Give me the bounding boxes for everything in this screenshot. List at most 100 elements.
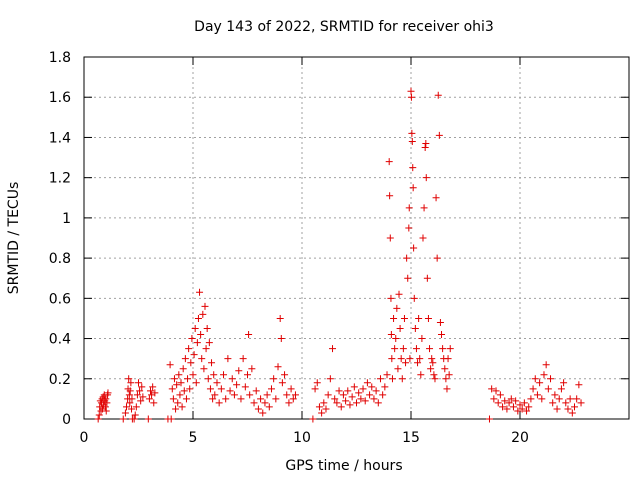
data-point xyxy=(427,365,435,373)
data-point xyxy=(412,345,420,353)
data-point xyxy=(564,405,572,413)
data-point xyxy=(409,184,417,192)
data-point xyxy=(443,385,451,393)
x-tick-label: 5 xyxy=(189,430,198,446)
y-tick-label: 0 xyxy=(62,412,71,428)
data-point xyxy=(119,415,127,423)
data-point xyxy=(417,371,425,379)
data-point xyxy=(501,397,509,405)
data-point xyxy=(272,395,280,403)
data-point xyxy=(394,365,402,373)
data-point xyxy=(405,204,413,212)
data-point xyxy=(196,288,204,296)
data-point xyxy=(169,395,177,403)
data-point xyxy=(355,389,363,397)
data-point xyxy=(213,379,221,387)
data-point xyxy=(94,415,102,423)
data-point xyxy=(145,395,153,403)
data-point xyxy=(263,391,271,399)
data-point xyxy=(446,345,454,353)
data-point xyxy=(339,391,347,399)
data-point xyxy=(573,395,581,403)
data-point xyxy=(385,158,393,166)
data-point xyxy=(320,399,328,407)
data-point xyxy=(503,405,511,413)
data-point xyxy=(411,325,419,332)
data-point xyxy=(562,399,570,407)
data-point xyxy=(191,325,199,332)
data-point xyxy=(381,383,389,391)
data-point xyxy=(523,407,531,415)
data-point xyxy=(311,385,319,393)
data-point xyxy=(239,355,247,363)
data-point xyxy=(507,395,515,403)
data-point xyxy=(217,385,225,393)
data-point xyxy=(205,339,213,347)
data-point xyxy=(496,391,504,399)
data-point xyxy=(199,310,207,318)
data-point xyxy=(444,355,452,363)
data-point xyxy=(209,395,217,403)
data-point xyxy=(237,395,245,403)
data-point xyxy=(241,383,249,391)
data-point xyxy=(267,385,275,393)
data-point xyxy=(192,379,200,387)
data-point xyxy=(103,399,111,407)
data-point xyxy=(138,383,146,391)
data-point xyxy=(101,403,109,411)
data-point xyxy=(121,409,129,417)
data-point xyxy=(431,375,439,383)
data-point xyxy=(180,387,188,395)
data-point xyxy=(287,385,295,393)
data-point xyxy=(261,399,269,407)
data-point xyxy=(429,359,437,367)
data-point xyxy=(566,395,574,403)
data-point xyxy=(386,192,394,200)
data-point xyxy=(182,395,190,403)
data-point xyxy=(400,314,408,322)
data-point xyxy=(184,375,192,383)
data-point xyxy=(388,355,396,363)
data-point xyxy=(203,325,211,332)
data-point xyxy=(441,365,449,373)
data-point xyxy=(423,274,431,282)
data-point xyxy=(233,381,241,389)
data-point xyxy=(415,314,423,322)
data-point xyxy=(536,379,544,387)
data-point xyxy=(361,397,369,405)
data-point xyxy=(387,294,395,302)
data-points xyxy=(94,87,585,423)
data-point xyxy=(186,385,194,393)
data-point xyxy=(553,405,561,413)
data-point xyxy=(399,345,407,353)
data-point xyxy=(259,409,267,417)
y-tick-label: 0.6 xyxy=(49,291,71,307)
data-point xyxy=(577,399,585,407)
data-point xyxy=(333,399,341,407)
data-point xyxy=(285,399,293,407)
data-point xyxy=(132,403,140,411)
data-point xyxy=(492,387,500,395)
data-point xyxy=(430,371,438,379)
data-point xyxy=(544,385,552,393)
data-point xyxy=(405,224,413,232)
data-point xyxy=(170,375,178,383)
data-point xyxy=(126,399,134,407)
data-point xyxy=(131,411,139,419)
data-point xyxy=(342,397,350,405)
data-point xyxy=(102,407,110,415)
data-point xyxy=(185,345,193,353)
data-point xyxy=(420,204,428,212)
data-point xyxy=(150,399,158,407)
data-point xyxy=(407,87,415,95)
data-point xyxy=(542,361,550,369)
data-point xyxy=(324,391,332,399)
data-point xyxy=(166,361,174,369)
plot-frame xyxy=(83,56,630,420)
data-point xyxy=(329,345,337,353)
data-point xyxy=(525,403,533,411)
data-point xyxy=(393,304,401,312)
data-point xyxy=(254,405,262,413)
data-point xyxy=(368,383,376,391)
data-point xyxy=(488,385,496,393)
